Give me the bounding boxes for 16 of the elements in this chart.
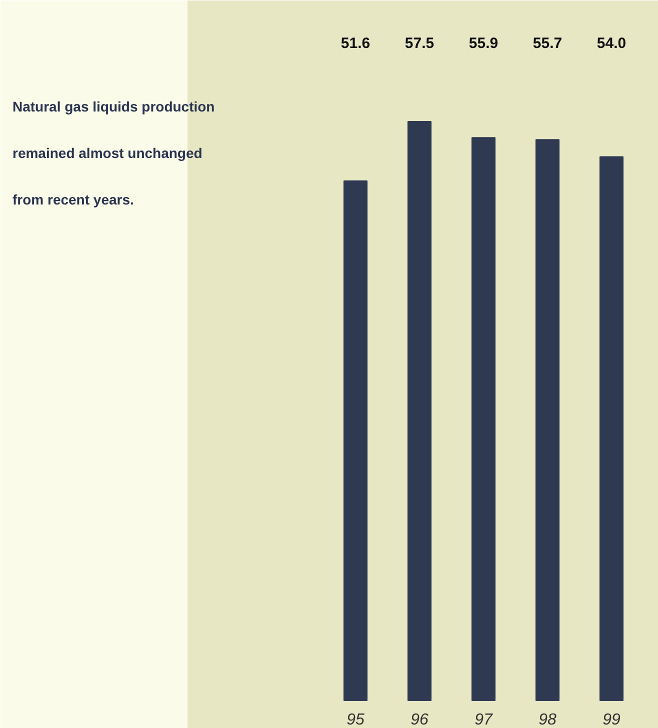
bar [407, 121, 432, 701]
x-tick-label: 99 [602, 712, 620, 728]
x-tick-label: 96 [410, 712, 428, 728]
x-tick-label: 98 [538, 712, 556, 728]
bar [535, 139, 560, 701]
bar [471, 137, 496, 701]
data-label: 54.0 [596, 35, 626, 52]
x-tick-label: 97 [474, 712, 494, 728]
data-label: 51.6 [340, 35, 370, 52]
bar [599, 156, 624, 701]
data-label: 55.9 [468, 35, 498, 52]
bar [343, 180, 368, 701]
text: Natural gas liquids production remained almost unchanged from recent years. [12, 98, 215, 208]
data-label: 57.5 [404, 35, 434, 52]
x-tick-label: 95 [346, 712, 364, 728]
data-label: 55.7 [532, 35, 562, 52]
